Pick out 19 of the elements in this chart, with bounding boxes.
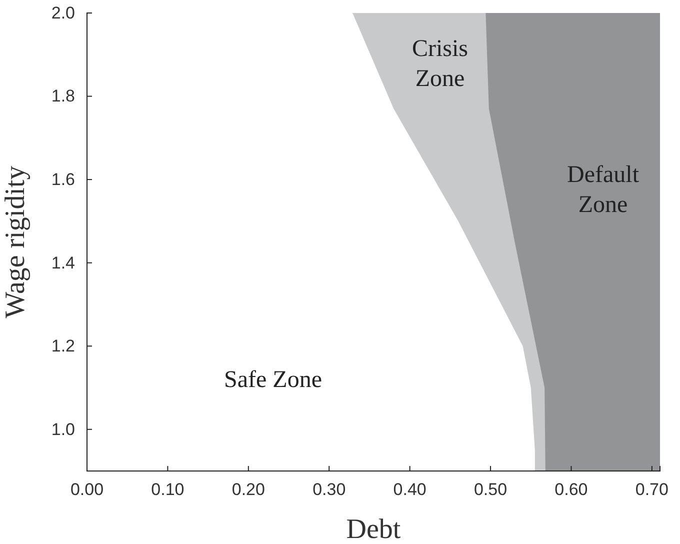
y-axis-title: Wage rigidity xyxy=(0,166,31,318)
y-tick-label: 1.0 xyxy=(51,420,75,439)
y-tick-label: 1.2 xyxy=(51,336,75,356)
x-tick-label: 0.50 xyxy=(474,480,508,500)
x-tick-label: 0.70 xyxy=(635,480,668,500)
annotation: Safe Zone xyxy=(224,367,322,393)
y-tick-label: 1.6 xyxy=(51,170,75,189)
x-tick-label: 0.40 xyxy=(393,480,426,500)
y-tick-label: 1.8 xyxy=(51,86,75,106)
x-tick-label: 0.60 xyxy=(554,480,588,500)
annotation: Crisis Zone xyxy=(412,36,468,92)
x-tick-label: 0.10 xyxy=(151,480,184,500)
y-tick-label: 2.0 xyxy=(51,3,75,22)
x-tick-label: 0.30 xyxy=(312,480,346,500)
x-axis-title: Debt xyxy=(346,514,401,544)
x-tick-label: 0.20 xyxy=(232,480,265,500)
annotation: Default Zone xyxy=(567,162,640,218)
x-tick-label: 0.00 xyxy=(70,480,104,500)
y-tick-label: 1.4 xyxy=(51,253,75,272)
